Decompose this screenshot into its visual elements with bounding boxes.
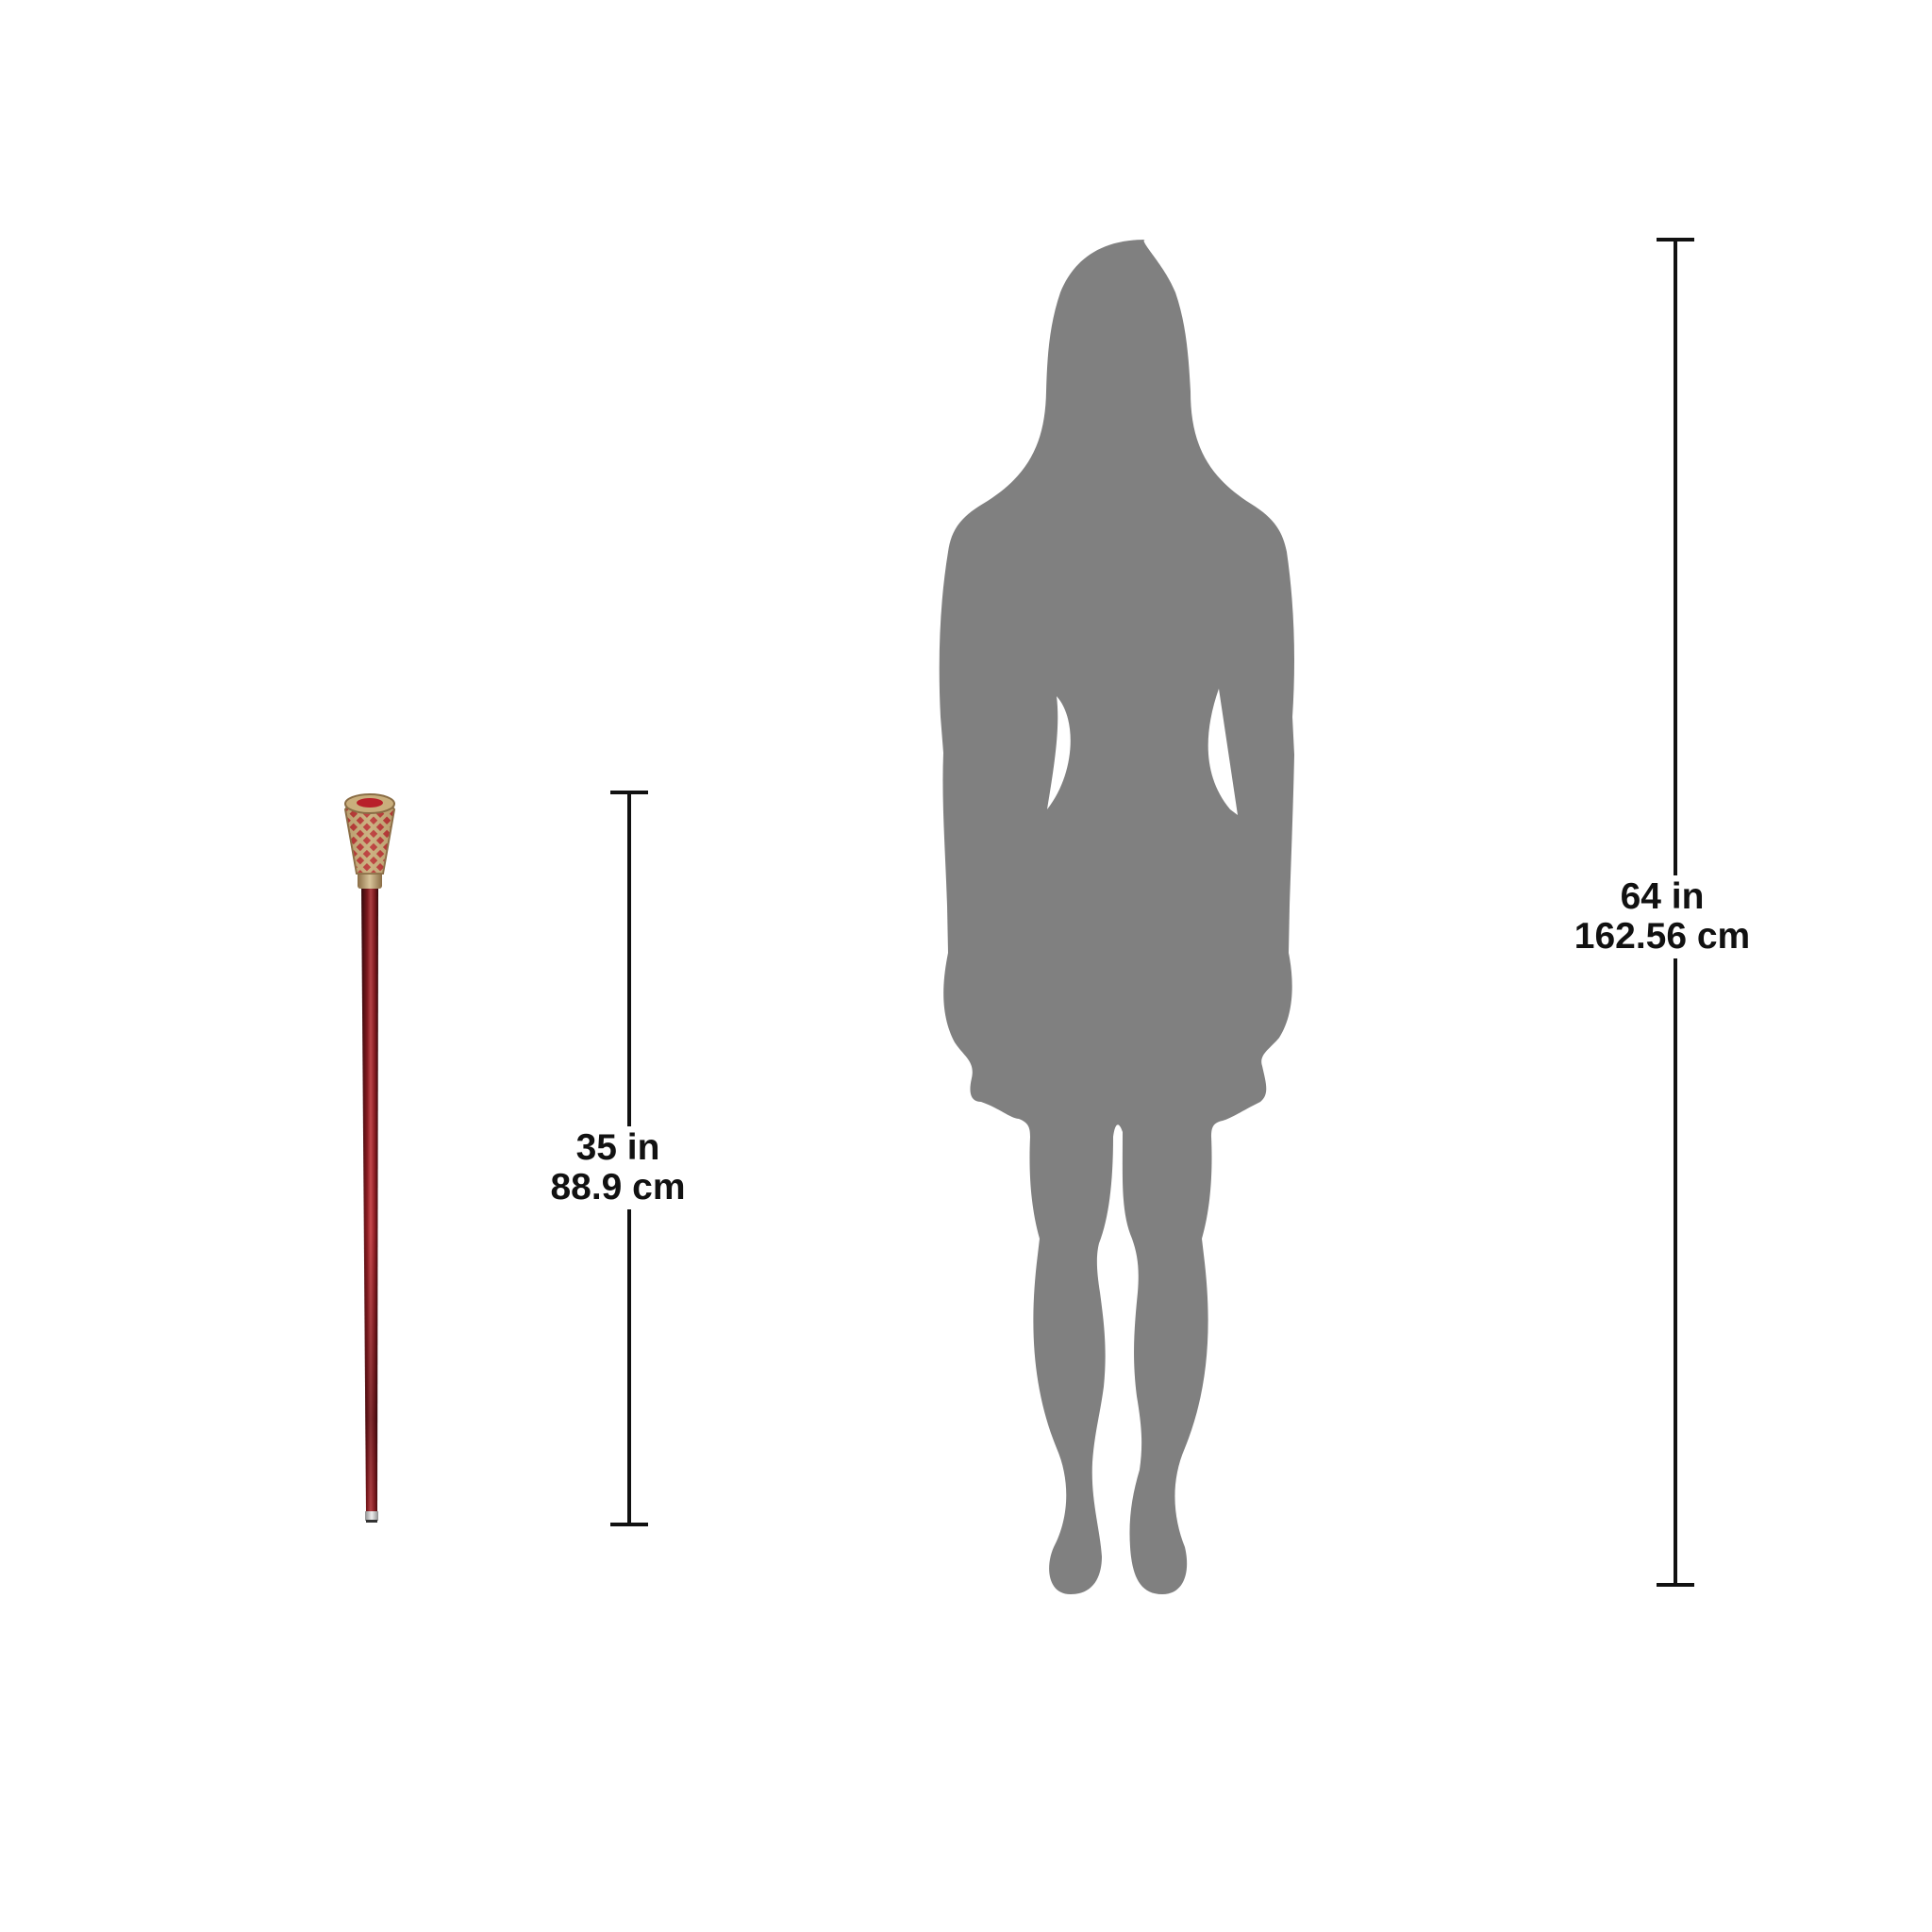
- arm-gap-left: [1047, 696, 1071, 809]
- person-silhouette-icon: [939, 240, 1294, 1594]
- cane-dimension-label: 35 in 88.9 cm: [534, 1126, 702, 1209]
- cane-height-imperial: 35 in: [575, 1127, 660, 1168]
- arm-gap-right: [1208, 689, 1238, 815]
- person-height-imperial: 64 in: [1620, 876, 1705, 917]
- person-dimension-label: 64 in 162.56 cm: [1547, 875, 1777, 958]
- cane-ferrule: [365, 1511, 378, 1521]
- cane-height-metric: 88.9 cm: [550, 1167, 686, 1208]
- person-height-metric: 162.56 cm: [1574, 916, 1751, 957]
- cane-collar: [358, 872, 382, 889]
- walking-cane-icon: [343, 793, 396, 1523]
